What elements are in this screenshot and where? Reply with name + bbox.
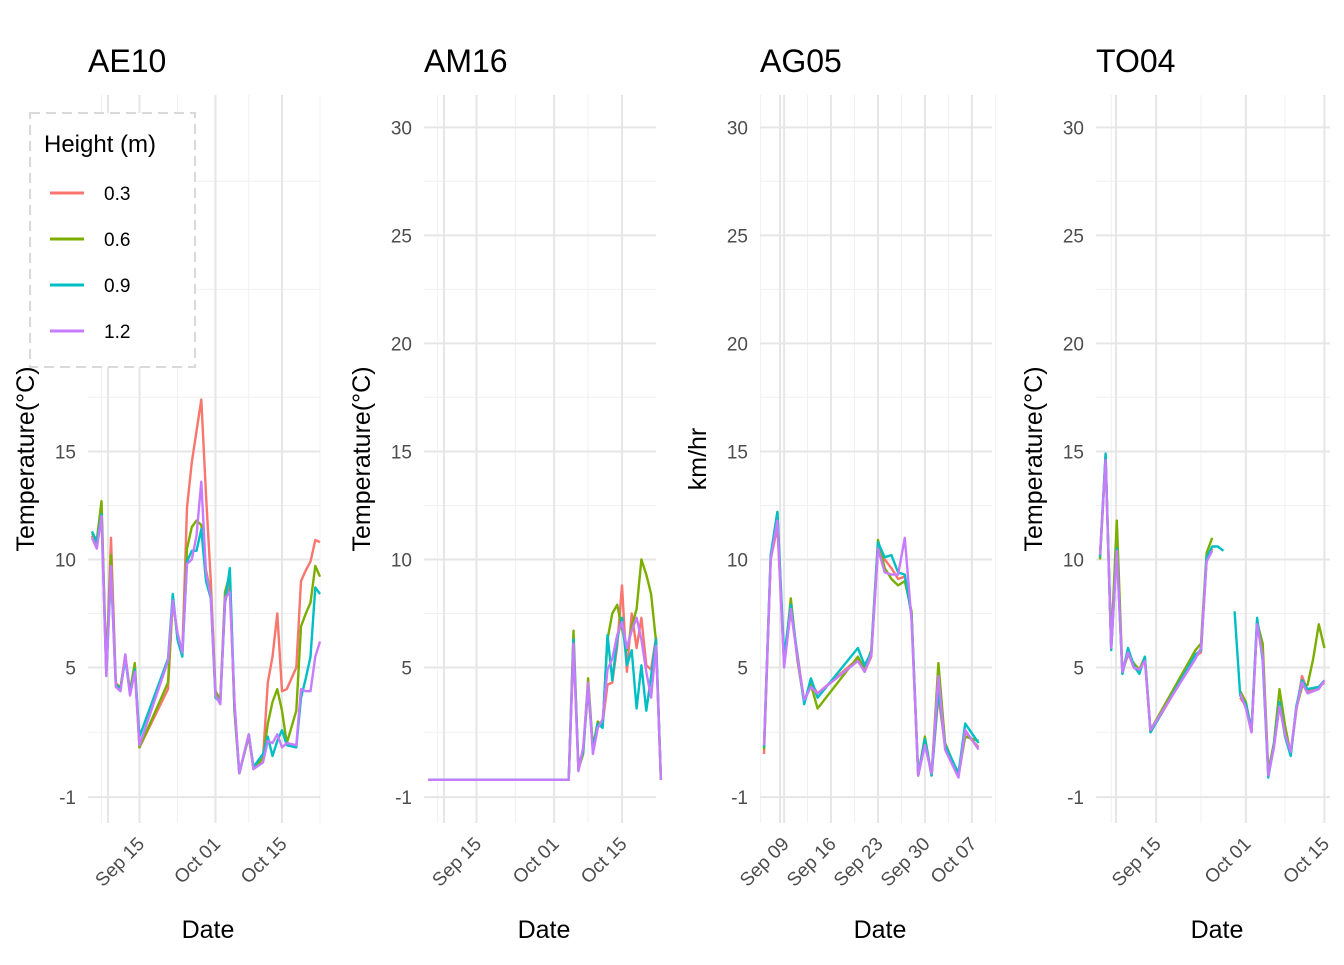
x-tick-label: Oct 01 — [171, 834, 225, 888]
x-axis-title: Date — [854, 916, 907, 944]
x-tick-label: Oct 07 — [927, 834, 981, 888]
y-tick-label: 20 — [391, 334, 412, 355]
series-line-0.3 — [90, 398, 321, 775]
y-axis-title: km/hr — [684, 428, 712, 491]
x-tick-label: Sep 15 — [1108, 834, 1165, 891]
x-tick-label: Oct 01 — [1201, 834, 1255, 888]
legend-label: 0.6 — [104, 230, 130, 251]
y-tick-label: -1 — [59, 788, 76, 809]
y-tick-label: 5 — [737, 658, 748, 679]
x-tick-label: Sep 23 — [830, 834, 887, 891]
legend-label: 0.9 — [104, 276, 130, 297]
legend-label: 1.2 — [104, 322, 130, 343]
panel-title: AE10 — [88, 43, 166, 79]
x-axis-title: Date — [1191, 916, 1244, 944]
panel-title: TO04 — [1096, 43, 1175, 79]
series-line-1.2 — [90, 480, 322, 775]
y-tick-label: 20 — [727, 334, 748, 355]
y-axis-title: Temperature(°C) — [1020, 366, 1048, 551]
panel-am16: -1 5 10 15 20 25 30 Sep 15 Oct 01 Oct 15 AM16 Date T… — [348, 43, 663, 944]
series-line-1.2 — [1098, 458, 1214, 732]
panel-title: AG05 — [760, 43, 842, 79]
y-tick-label: 25 — [391, 226, 412, 247]
legend-title: Height (m) — [44, 131, 156, 158]
y-tick-label: 30 — [1063, 118, 1084, 139]
series-line-1.2 — [762, 519, 980, 779]
series-line-1.2 — [428, 616, 663, 781]
series-line-0.3 — [428, 584, 663, 781]
y-tick-label: 5 — [65, 658, 76, 679]
y-axis-title: Temperature(°C) — [12, 366, 40, 551]
x-axis-title: Date — [518, 916, 571, 944]
x-tick-label: Oct 15 — [577, 834, 631, 888]
y-tick-label: -1 — [395, 788, 412, 809]
y-tick-label: 10 — [391, 550, 412, 571]
y-tick-label: -1 — [1067, 788, 1084, 809]
y-tick-label: 15 — [1063, 442, 1084, 463]
x-tick-label: Sep 30 — [877, 834, 934, 891]
y-tick-label: 10 — [727, 550, 748, 571]
legend-label: 0.3 — [104, 184, 130, 205]
y-tick-label: 20 — [1063, 334, 1084, 355]
x-axis-title: Date — [182, 916, 235, 944]
y-tick-label: 5 — [1073, 658, 1084, 679]
x-tick-label: Sep 15 — [429, 834, 486, 891]
x-tick-label: Oct 15 — [1279, 834, 1333, 888]
y-tick-label: 10 — [1063, 550, 1084, 571]
y-tick-label: 15 — [391, 442, 412, 463]
y-tick-label: 25 — [1063, 226, 1084, 247]
y-axis-title: Temperature(°C) — [348, 366, 376, 551]
y-tick-label: 30 — [391, 118, 412, 139]
x-tick-label: Sep 09 — [736, 834, 793, 891]
panel-to04: -1 5 10 15 20 25 30 Sep 15 Oct 01 Oct 15 TO04 Date T… — [1020, 43, 1334, 944]
y-tick-label: 15 — [55, 442, 76, 463]
series-line-1.2 — [1239, 623, 1326, 777]
panel-title: AM16 — [424, 43, 508, 79]
x-tick-label: Oct 15 — [237, 834, 291, 888]
y-tick-label: -1 — [731, 788, 748, 809]
x-tick-label: Sep 16 — [783, 834, 840, 891]
y-tick-label: 5 — [401, 658, 412, 679]
y-tick-label: 15 — [727, 442, 748, 463]
legend: Height (m) 0.3 0.6 0.9 1.2 — [29, 112, 196, 368]
x-tick-label: Sep 15 — [92, 834, 149, 891]
x-tick-label: Oct 01 — [509, 834, 563, 888]
y-tick-label: 30 — [727, 118, 748, 139]
y-tick-label: 25 — [727, 226, 748, 247]
y-tick-label: 10 — [55, 550, 76, 571]
